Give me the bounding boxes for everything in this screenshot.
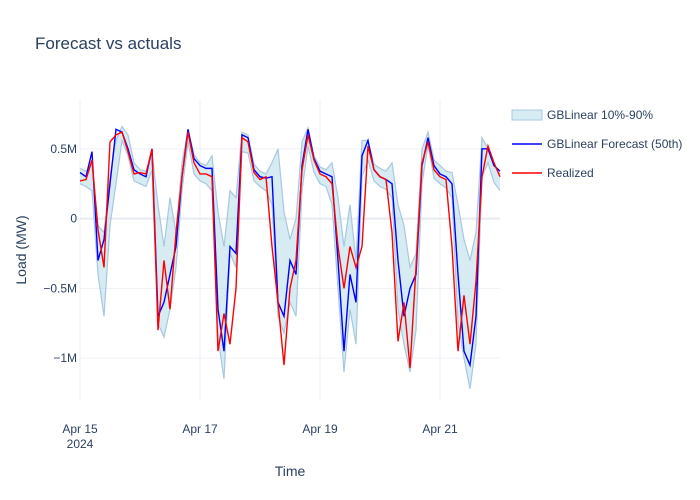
chart-title: Forecast vs actuals bbox=[35, 34, 182, 53]
realized-line bbox=[79, 131, 501, 368]
x-tick-label: Apr 19 bbox=[302, 422, 338, 436]
band-lower-line bbox=[79, 138, 501, 389]
y-tick-label: −1M bbox=[53, 351, 77, 365]
y-axis-title: Load (MW) bbox=[13, 215, 29, 284]
legend-label: GBLinear 10%-90% bbox=[547, 108, 653, 122]
x-tick-label: Apr 21 bbox=[422, 422, 458, 436]
legend-swatch-band bbox=[511, 109, 543, 121]
x-tick-label: Apr 17 bbox=[182, 422, 218, 436]
x-axis-title: Time bbox=[275, 463, 306, 479]
y-tick-label: 0 bbox=[70, 212, 77, 226]
x-tick-label: Apr 15 bbox=[62, 422, 98, 436]
y-tick-label: −0.5M bbox=[43, 281, 77, 295]
x-tick-label: 2024 bbox=[67, 437, 94, 451]
band-area bbox=[80, 126, 500, 389]
legend-label: Realized bbox=[547, 166, 594, 180]
y-tick-label: 0.5M bbox=[50, 142, 77, 156]
legend-label: GBLinear Forecast (50th) bbox=[547, 137, 682, 151]
